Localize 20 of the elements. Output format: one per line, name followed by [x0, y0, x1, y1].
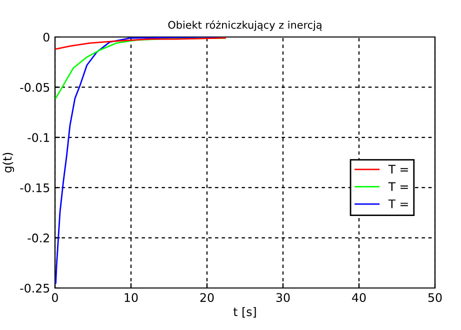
- legend-label: T =: [388, 164, 408, 174]
- y-axis-title: g(t): [2, 152, 14, 173]
- line-series: [55, 37, 226, 284]
- y-tick-label: -0.15: [20, 183, 50, 192]
- x-tick-label: 10: [124, 293, 138, 302]
- line-series: [55, 37, 226, 50]
- x-tick-label: 30: [276, 293, 290, 302]
- x-tick-label: 20: [200, 293, 214, 302]
- y-tick-label: -0.25: [20, 284, 50, 293]
- x-tick-label: 50: [428, 293, 442, 302]
- y-tick-label: 0: [43, 32, 50, 42]
- chart-title: Obiekt różniczkujący z inercją: [168, 20, 322, 31]
- x-tick-label: 40: [352, 293, 366, 302]
- y-tick-label: -0.1: [28, 133, 50, 142]
- legend-label: T =: [388, 200, 408, 208]
- y-tick-label: -0.05: [20, 82, 50, 92]
- x-tick-label: 0: [52, 293, 58, 302]
- legend-label: T =: [388, 182, 408, 191]
- x-axis-title: t [s]: [233, 307, 256, 318]
- y-tick-label: -0.2: [28, 234, 49, 242]
